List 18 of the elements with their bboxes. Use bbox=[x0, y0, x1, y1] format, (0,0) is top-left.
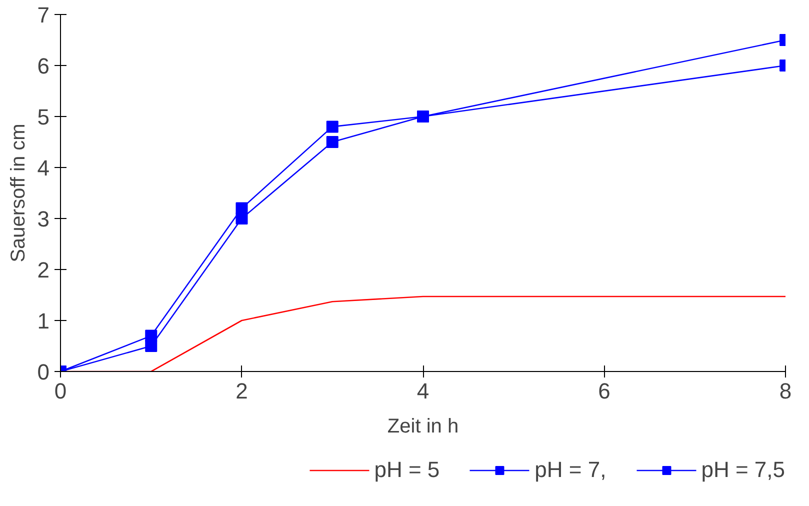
x-tick-label: 2 bbox=[236, 378, 248, 404]
x-axis-title: Zeit in h bbox=[387, 416, 459, 438]
legend-label: pH = 7, bbox=[534, 457, 606, 483]
y-tick-label: 2 bbox=[37, 258, 50, 282]
x-tick-label: 8 bbox=[779, 378, 792, 404]
x-tick-label: 4 bbox=[416, 378, 430, 404]
y-tick-label: 4 bbox=[37, 156, 50, 180]
x-tick-label: 6 bbox=[598, 378, 610, 404]
y-tick-label: 5 bbox=[37, 104, 50, 130]
y-axis-title: Sauersoff in cm bbox=[7, 124, 30, 262]
y-tick-label: 6 bbox=[37, 54, 50, 78]
y-tick-label: 7 bbox=[37, 2, 50, 28]
legend-label: pH = 5 bbox=[374, 457, 440, 483]
y-tick-label: 3 bbox=[37, 206, 50, 232]
y-tick-label: 1 bbox=[37, 308, 50, 334]
x-tick-label: 0 bbox=[54, 378, 67, 404]
y-tick-label: 0 bbox=[37, 360, 50, 384]
legend-label: pH = 7,5 bbox=[701, 457, 785, 483]
